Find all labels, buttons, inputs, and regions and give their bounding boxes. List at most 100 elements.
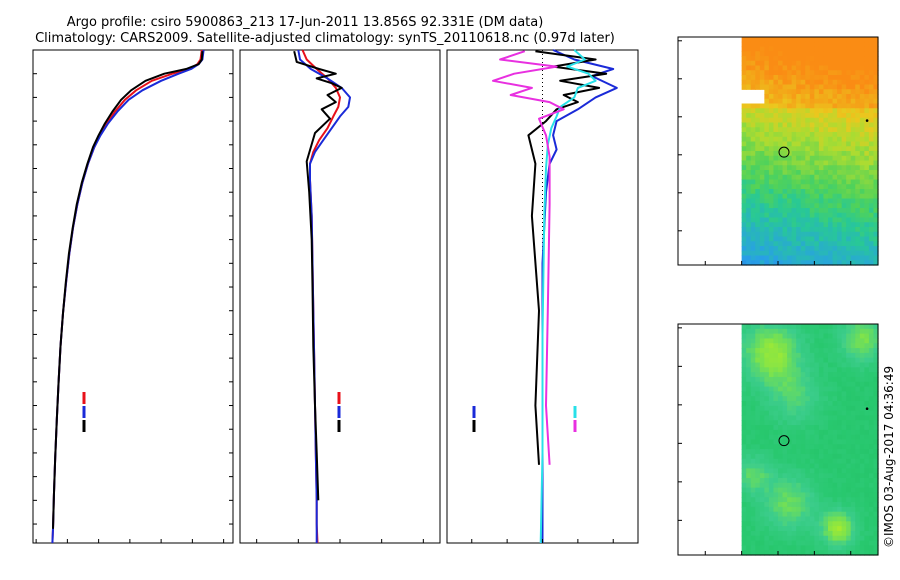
sla-map-cell — [782, 492, 788, 498]
sla-map-cell — [755, 521, 761, 527]
sla-map-cell — [832, 348, 838, 354]
sst-map-cell — [768, 146, 775, 152]
sst-map-cell — [868, 222, 875, 228]
sst-map-cell — [764, 103, 770, 109]
sla-map-cell — [832, 328, 838, 335]
sst-map-cell — [832, 84, 838, 90]
sst-map-cell — [791, 217, 797, 223]
sst-map-cell — [873, 227, 879, 233]
sst-map-cell — [828, 98, 834, 105]
sla-map-cell — [773, 530, 779, 537]
sst-map-cell — [764, 51, 770, 57]
sst-map-cell — [832, 79, 838, 86]
sst-map-cell — [832, 132, 838, 138]
sla-map-cell — [818, 415, 825, 421]
sst-map-cell — [850, 41, 856, 48]
sla-map-cell — [768, 429, 775, 436]
sst-map-cell — [796, 46, 802, 52]
sla-map-cell — [782, 506, 788, 513]
sla-map-cell — [823, 453, 829, 460]
sla-map-cell — [791, 463, 797, 469]
sla-map-cell — [809, 415, 815, 421]
sla-map-cell — [841, 372, 847, 378]
sla-map-cell — [768, 530, 775, 537]
sst-map-cell — [814, 184, 820, 190]
sst-map-cell — [828, 46, 834, 52]
sst-map-cell — [832, 75, 838, 81]
sst-map-cell — [787, 70, 793, 76]
sst-map-cell — [796, 127, 802, 133]
sst-map-cell — [855, 98, 861, 105]
sla-map-cell — [828, 425, 834, 431]
sla-map-cell — [818, 429, 825, 436]
sst-map-cell — [859, 70, 865, 76]
sst-map-cell — [823, 117, 829, 124]
sla-map-cell — [832, 343, 838, 349]
sst-map-cell — [837, 212, 843, 219]
sst-map-cell — [741, 151, 747, 157]
sst-map-cell — [778, 212, 784, 219]
sla-map-cell — [764, 468, 770, 474]
sst-map-cell — [787, 255, 793, 261]
sla-map-cell — [755, 478, 761, 484]
sst-map-cell — [768, 241, 775, 247]
sst-map-cell — [787, 146, 793, 152]
sst-map-cell — [828, 174, 834, 181]
sst-map-cell — [796, 193, 802, 200]
sst-map-cell — [855, 170, 861, 176]
sst-map-cell — [791, 189, 797, 195]
sst-map-cell — [768, 160, 775, 166]
sla-map-cell — [837, 405, 843, 412]
sst-map-cell — [864, 189, 870, 195]
sla-map-cell — [746, 473, 752, 479]
sla-map-cell — [855, 478, 861, 484]
sst-map-cell — [755, 241, 761, 247]
sla-map-cell — [873, 376, 879, 383]
sst-map-cell — [818, 179, 825, 185]
sst-map-cell — [828, 117, 834, 124]
sst-map-cell — [873, 231, 879, 238]
sst-map-cell — [787, 246, 793, 252]
sst-map-cell — [818, 94, 825, 100]
sst-map-cell — [846, 103, 852, 109]
sst-map-cell — [805, 231, 811, 238]
sla-map-cell — [746, 376, 752, 383]
sst-map-cell — [768, 174, 775, 181]
sla-map-cell — [778, 420, 784, 426]
sla-map-cell — [800, 410, 806, 417]
sst-map-cell — [796, 160, 802, 166]
sla-map-cell — [787, 478, 793, 484]
sst-map-cell — [864, 227, 870, 233]
sst-map-cell — [823, 37, 829, 43]
sla-map-cell — [796, 391, 802, 397]
sst-map-cell — [750, 60, 756, 67]
sla-map-cell — [787, 396, 793, 402]
sst-map-cell — [828, 155, 834, 162]
sla-map-cell — [859, 449, 865, 455]
sst-map-cell — [814, 141, 820, 147]
sla-map-cell — [868, 473, 875, 479]
sst-map-cell — [759, 217, 765, 223]
sla-map-cell — [773, 391, 779, 397]
sla-map-cell — [864, 415, 870, 421]
sla-map-cell — [796, 521, 802, 527]
sst-map-cell — [855, 79, 861, 86]
sla-map-cell — [805, 540, 811, 546]
sla-map-cell — [818, 357, 825, 364]
sst-map-cell — [868, 241, 875, 247]
sst-map-cell — [764, 227, 770, 233]
sst-map-cell — [750, 165, 756, 171]
sla-map-cell — [791, 420, 797, 426]
sst-map-cell — [764, 189, 770, 195]
sst-map-cell — [805, 250, 811, 257]
sla-map-cell — [809, 324, 815, 330]
sla-map-cell — [791, 516, 797, 522]
sst-map-cell — [773, 231, 779, 238]
sla-map-cell — [814, 333, 820, 340]
sst-map-cell — [787, 179, 793, 185]
sla-map-cell — [741, 343, 747, 349]
sst-map-cell — [823, 46, 829, 52]
sst-map-cell — [837, 41, 843, 48]
sla-map-cell — [818, 482, 825, 489]
sla-map-cell — [855, 429, 861, 436]
